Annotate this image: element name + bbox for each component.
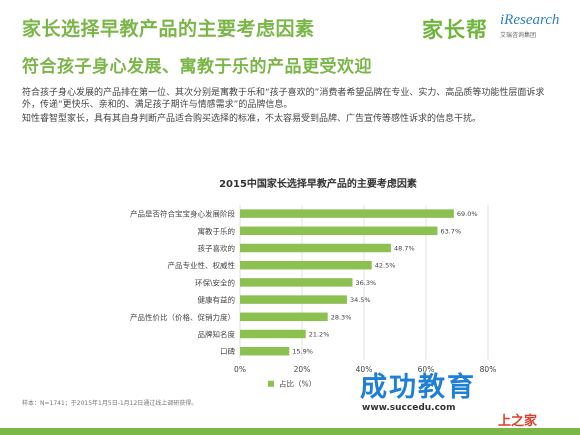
x-tick-label-2: 40%: [356, 365, 373, 374]
bar-6: [240, 312, 328, 322]
category-label-1: 寓教于乐的: [198, 226, 236, 236]
x-tick-labels: 0% 20% 40% 60% 80%: [234, 365, 496, 374]
x-tick-label-3: 60%: [418, 365, 435, 374]
insight-paragraph: 知性睿智型家长，具有其自身判断产品适合购买选择的标准，不太容易受到品牌、广告宣传…: [22, 114, 482, 124]
intro-paragraph: 符合孩子身心发展的产品排在第一位、其次分别是寓教于乐和“孩子喜欢的”消费者希望品…: [22, 88, 545, 110]
chart-title: 2015中国家长选择早教产品的主要考虑因素: [219, 177, 417, 190]
value-label-6: 28.3%: [331, 313, 352, 321]
category-labels: 产品是否符合宝宝身心发展阶段寓教于乐的孩子喜欢的产品专业性、权威性环保\安全的健…: [130, 209, 235, 357]
x-tick-label-0: 0%: [234, 365, 246, 374]
value-label-7: 21.2%: [309, 331, 330, 339]
category-label-3: 产品专业性、权威性: [168, 260, 236, 270]
watermark-title: 成功教育: [360, 372, 476, 403]
bar-7: [240, 329, 306, 339]
category-label-0: 产品是否符合宝宝身心发展阶段: [130, 209, 235, 219]
category-label-7: 品牌知名度: [198, 329, 236, 339]
iresearch-logo: iResearch 艾瑞咨询集团: [500, 12, 570, 39]
x-tick-label-4: 80%: [480, 365, 497, 374]
x-tick-label-1: 20%: [294, 365, 311, 374]
bar-4: [240, 278, 353, 287]
value-label-0: 69.0%: [457, 210, 478, 218]
bar-0: [240, 209, 454, 218]
category-label-8: 口碑: [220, 346, 235, 356]
value-label-5: 34.5%: [350, 296, 371, 304]
legend: 占比（%）: [268, 378, 316, 388]
watermark-corner: 上之家: [498, 414, 538, 429]
value-label-3: 42.5%: [375, 262, 396, 270]
value-label-1: 63.7%: [440, 227, 461, 235]
bottom-accent-bar: [0, 428, 580, 435]
page-number: 30: [548, 407, 558, 415]
value-labels: 69.0% 63.7% 48.7% 42.5% 36.3% 34.5% 28.3% 21.2%…: [292, 210, 477, 356]
page-subtitle: 符合孩子身心发展、寓教于乐的产品更受欢迎: [22, 57, 372, 77]
iresearch-logo-subtext: 艾瑞咨询集团: [500, 32, 537, 39]
bar-5: [240, 295, 347, 304]
source-note: 样本：N=1741；于2015年1月5日-1月12日通过线上调研获得。: [22, 400, 198, 407]
category-label-2: 孩子喜欢的: [198, 243, 236, 253]
page-title: 家长选择早教产品的主要考虑因素: [22, 18, 315, 40]
iresearch-logo-text: iResearch: [500, 12, 560, 28]
category-label-4: 环保\安全的: [195, 277, 235, 287]
value-label-2: 48.7%: [394, 245, 415, 253]
bar-8: [240, 346, 290, 356]
value-label-4: 36.3%: [356, 279, 377, 287]
bar-2: [240, 243, 391, 253]
legend-label: 占比（%）: [279, 378, 316, 388]
bar-1: [240, 226, 438, 236]
bar-3: [240, 260, 372, 270]
jiazhangbang-logo: 家长帮: [422, 18, 488, 42]
bars: [240, 209, 454, 356]
watermark-url: www.succedu.com: [362, 403, 456, 413]
category-label-5: 健康有益的: [198, 295, 236, 305]
legend-swatch: [268, 380, 274, 387]
category-label-6: 产品性价比（价格、促销力度）: [130, 312, 235, 322]
value-label-8: 15.9%: [292, 348, 313, 356]
